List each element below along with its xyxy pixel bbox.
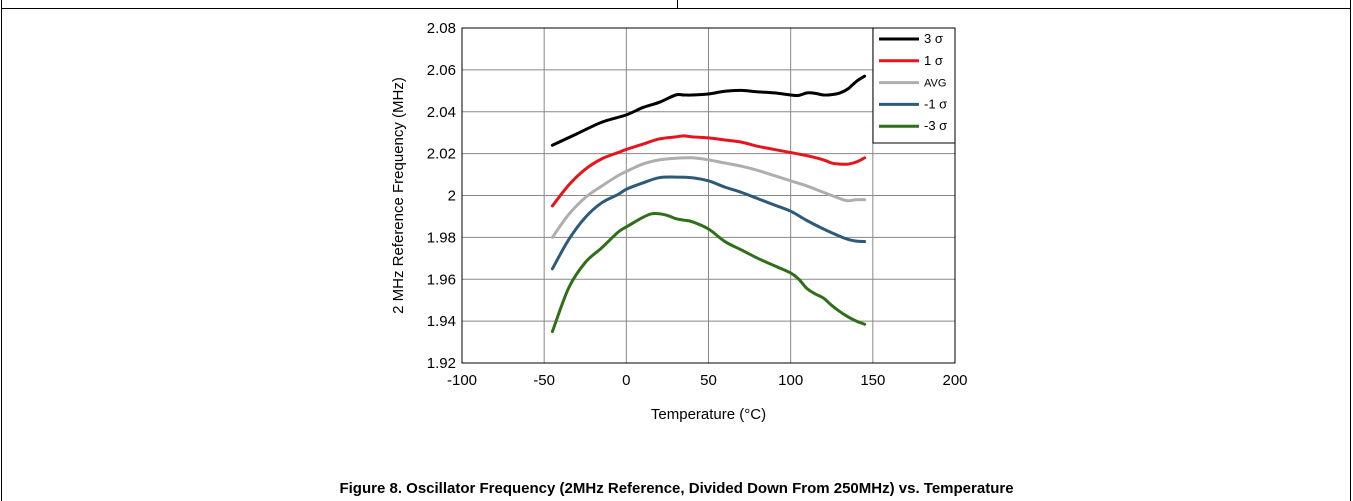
x-tick-label: 0 (622, 372, 630, 389)
x-tick-label: 150 (860, 372, 885, 389)
frame-right-border (1350, 0, 1351, 501)
frame-column-divider (677, 0, 678, 9)
frame-left-border (1, 0, 2, 501)
x-tick-label: -50 (533, 372, 555, 389)
y-axis-label: 2 MHz Reference Frequency (MHz) (390, 77, 407, 314)
y-tick-label: 1.98 (427, 229, 456, 246)
figure-caption: Figure 8. Oscillator Frequency (2MHz Ref… (339, 480, 1014, 497)
x-tick-label: -100 (447, 372, 477, 389)
legend-label: -3 σ (924, 118, 947, 133)
tick-labels: -100 -50 0 50 100 150 200 1.92 1.94 1.96 1.98 2 2.02… (427, 20, 968, 389)
series-line (550, 175, 867, 271)
y-tick-label: 2.08 (427, 20, 456, 37)
frame-top-rule (1, 8, 1351, 9)
x-tick-label: 200 (942, 372, 967, 389)
legend-label: 1 σ (924, 53, 943, 68)
y-tick-label: 2.04 (427, 104, 456, 121)
legend-box (872, 27, 956, 144)
x-tick-label: 100 (778, 372, 803, 389)
y-tick-label: 2.02 (427, 146, 456, 163)
frequency-vs-temperature-chart: -100 -50 0 50 100 150 200 1.92 1.94 1.96 1.98 2 2.02… (390, 20, 968, 423)
y-tick-label: 1.96 (427, 271, 456, 288)
series-lines (550, 74, 867, 334)
series-line (550, 211, 867, 334)
series-line (550, 156, 867, 239)
y-tick-label: 1.94 (427, 313, 456, 330)
y-tick-label: 1.92 (427, 355, 456, 372)
y-tick-label: 2.06 (427, 62, 456, 79)
series-line (550, 134, 867, 208)
series-line (550, 74, 867, 147)
legend-label: AVG (924, 78, 946, 90)
legend-label: -1 σ (924, 96, 947, 111)
legend-label: 3 σ (924, 31, 943, 46)
plot-area-border (461, 27, 956, 364)
legend: 3 σ 1 σ AVG -1 σ -3 σ (872, 27, 956, 144)
y-tick-label: 2 (448, 188, 456, 205)
x-axis-label: Temperature (°C) (651, 406, 766, 423)
x-tick-label: 50 (700, 372, 717, 389)
